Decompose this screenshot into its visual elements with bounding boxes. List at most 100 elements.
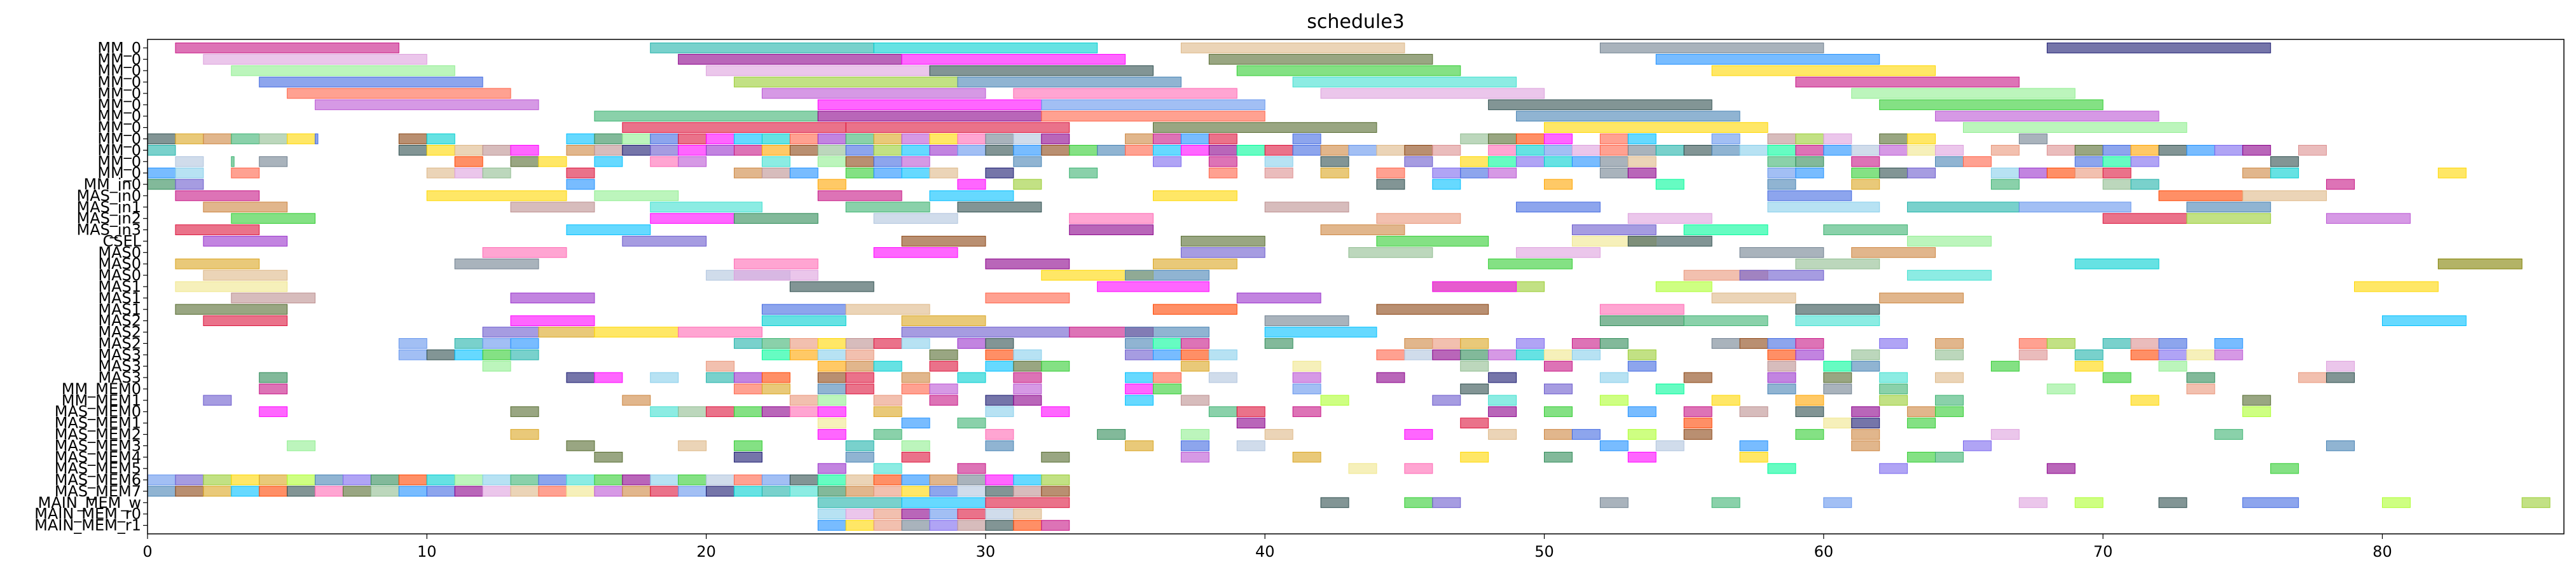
- task-bar: [622, 474, 651, 486]
- x-tick-label: 70: [2093, 543, 2113, 561]
- task-bar: [817, 520, 846, 531]
- task-bar: [2130, 156, 2159, 167]
- task-bar: [1823, 133, 1852, 144]
- task-bar: [678, 486, 707, 497]
- task-bar: [1516, 133, 1545, 144]
- task-bar: [2242, 497, 2299, 508]
- task-bar: [1460, 133, 1489, 144]
- task-bar: [873, 395, 902, 406]
- task-bar: [1935, 451, 1964, 463]
- task-bar: [1460, 360, 1489, 372]
- task-bar: [2158, 190, 2243, 201]
- task-bar: [1795, 429, 1824, 440]
- task-bar: [1488, 395, 1517, 406]
- task-bar: [1795, 338, 1824, 349]
- task-bar: [454, 486, 483, 497]
- x-tick-label: 40: [1255, 543, 1275, 561]
- task-bar: [1460, 156, 1489, 167]
- task-bar: [203, 395, 232, 406]
- task-bar: [2381, 315, 2467, 327]
- task-bar: [175, 474, 204, 486]
- task-bar: [622, 236, 707, 247]
- task-bar: [901, 145, 930, 156]
- task-bar: [817, 406, 846, 418]
- task-bar: [594, 190, 679, 201]
- task-bar: [650, 145, 679, 156]
- task-bar: [957, 76, 1181, 88]
- task-bar: [1571, 156, 1601, 167]
- task-bar: [1962, 156, 1992, 167]
- lane-label: MAS3: [98, 357, 141, 375]
- task-bar: [1627, 167, 1656, 179]
- task-bar: [2046, 145, 2076, 156]
- task-bar: [2298, 145, 2327, 156]
- task-bar: [1041, 111, 1265, 122]
- task-bar: [1125, 145, 1154, 156]
- task-bar: [1935, 372, 1964, 383]
- task-bar: [1711, 145, 1740, 156]
- task-bar: [594, 145, 623, 156]
- task-bar: [1655, 281, 1712, 292]
- task-bar: [426, 167, 455, 179]
- task-bar: [482, 349, 511, 360]
- task-bar: [1180, 349, 1209, 360]
- task-bar: [734, 258, 818, 269]
- task-bar: [1348, 145, 1377, 156]
- task-bar: [845, 338, 874, 349]
- task-bar: [1683, 145, 1712, 156]
- task-bar: [1432, 349, 1461, 360]
- task-bar: [1823, 145, 1852, 156]
- task-bar: [1823, 360, 1852, 372]
- task-bar: [1544, 406, 1573, 418]
- task-bar: [2158, 349, 2187, 360]
- task-bar: [761, 372, 790, 383]
- task-bar: [734, 76, 958, 88]
- task-bar: [734, 440, 762, 451]
- task-bar: [1571, 145, 1601, 156]
- task-bar: [1907, 201, 2020, 213]
- task-bar: [482, 360, 511, 372]
- task-bar: [147, 474, 176, 486]
- lane-label: MM_MEM0: [62, 380, 141, 398]
- task-bar: [1320, 395, 1349, 406]
- task-bar: [1208, 372, 1237, 383]
- lane-label: MAS3: [98, 346, 141, 364]
- task-bar: [231, 167, 260, 179]
- task-bar: [901, 383, 930, 395]
- task-bar: [1069, 213, 1154, 224]
- task-bar: [510, 406, 539, 418]
- task-bar: [1292, 406, 1321, 418]
- task-bar: [650, 133, 679, 144]
- task-bar: [622, 395, 651, 406]
- task-bar: [2326, 360, 2355, 372]
- task-bar: [845, 372, 874, 383]
- task-bar: [873, 156, 902, 167]
- task-bar: [231, 292, 316, 304]
- task-bar: [1041, 451, 1070, 463]
- x-tick-label: 10: [417, 543, 437, 561]
- task-bar: [594, 474, 623, 486]
- task-bar: [1236, 418, 1265, 428]
- task-bar: [538, 486, 567, 497]
- task-bar: [510, 201, 595, 213]
- task-bar: [789, 395, 818, 406]
- task-bar: [985, 520, 1014, 531]
- task-bar: [287, 440, 316, 451]
- task-bar: [761, 474, 790, 486]
- task-bar: [1711, 395, 1740, 406]
- task-bar: [1432, 497, 1461, 508]
- task-bar: [901, 508, 930, 520]
- task-bar: [1488, 156, 1517, 167]
- task-bar: [1851, 167, 1880, 179]
- task-bar: [1655, 145, 1684, 156]
- task-bar: [957, 418, 986, 428]
- task-bar: [1544, 360, 1573, 372]
- task-bar: [454, 474, 483, 486]
- task-bar: [761, 406, 790, 418]
- task-bar: [957, 463, 986, 474]
- task-bar: [789, 349, 818, 360]
- task-bar: [1097, 145, 1126, 156]
- task-bar: [873, 360, 902, 372]
- task-bar: [1627, 406, 1656, 418]
- task-bar: [761, 156, 790, 167]
